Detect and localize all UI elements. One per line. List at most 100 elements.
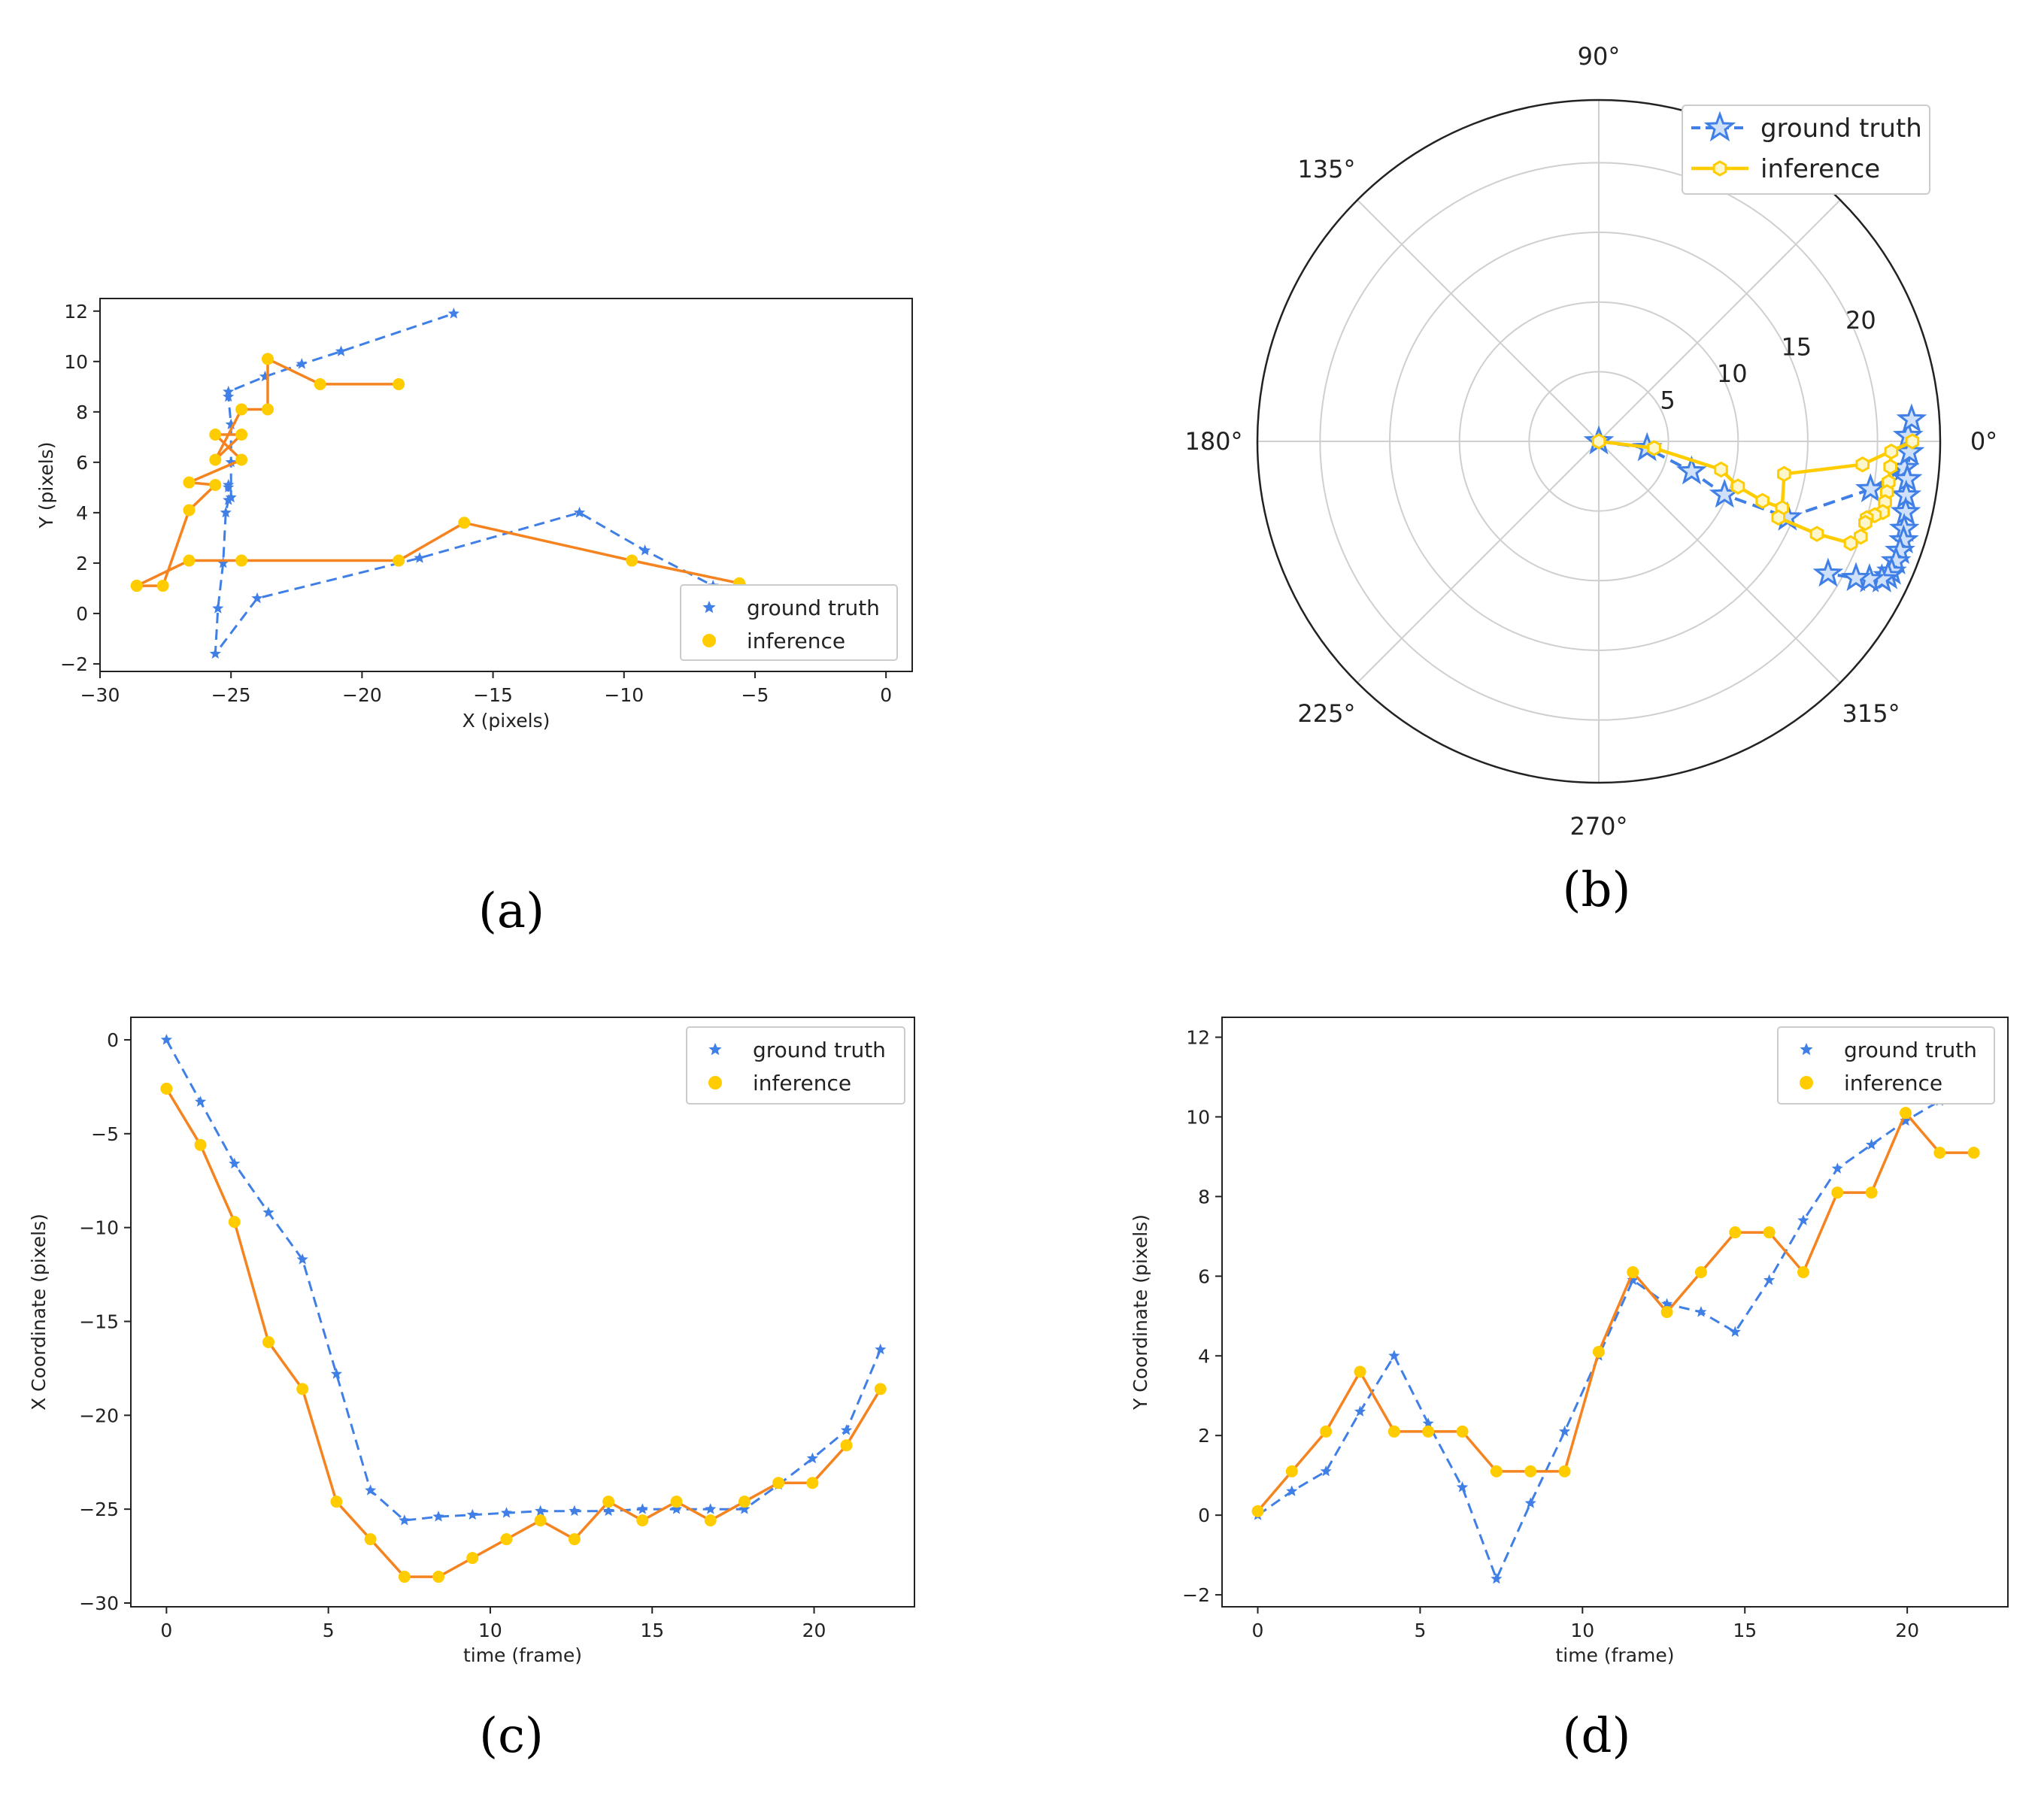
ground-truth-point [414, 552, 426, 563]
ground-truth-point [738, 1503, 751, 1514]
inference-point [626, 554, 638, 567]
ground-truth-point [500, 1507, 513, 1518]
inference-point [209, 479, 222, 491]
ground-truth-point [1763, 1274, 1776, 1286]
inference-point [874, 1383, 887, 1396]
inference-point [1883, 459, 1897, 475]
ground-truth-point [1286, 1485, 1298, 1496]
y-tick-label: −2 [1182, 1584, 1210, 1606]
panel-c: 0 5 10 15 20 0 −5 −10 −15 −20 −25 −30 time (frame) X … [28, 1017, 915, 1764]
y-tick-label: 2 [76, 553, 88, 574]
ground-truth-point [1422, 1417, 1434, 1429]
ground-truth-point [639, 544, 651, 556]
ground-truth-point [225, 456, 237, 468]
inference-point [1831, 1186, 1844, 1199]
ground-truth-point [573, 506, 586, 518]
ground-truth-point [1812, 557, 1844, 587]
ground-truth-point [1900, 1114, 1912, 1126]
inference-point [398, 1571, 411, 1583]
ground-truth-point [670, 1503, 683, 1514]
y-tick-label: 10 [1186, 1106, 1210, 1128]
y-tick-label: −20 [79, 1405, 119, 1426]
inference-point [1797, 1266, 1809, 1279]
x-tick-label: 5 [323, 1620, 335, 1641]
inference-point [1777, 465, 1791, 483]
x-tick-label: −20 [342, 684, 382, 706]
ground-truth-point [296, 1253, 308, 1265]
inference-point [1558, 1465, 1571, 1477]
polar-spoke [1357, 441, 1600, 683]
polar-radius-label: 10 [1717, 359, 1748, 388]
x-tick-label: 0 [880, 684, 892, 706]
inference-point [261, 353, 274, 365]
inference-point [296, 1383, 309, 1396]
plot-frame [1221, 1017, 2009, 1608]
ground-truth-point [335, 345, 347, 356]
legend-inference-marker [1800, 1076, 1813, 1089]
y-tick-label: 8 [76, 402, 88, 423]
ground-truth-point [223, 479, 235, 490]
inference-point [500, 1533, 513, 1546]
polar-angle-label: 270° [1569, 812, 1627, 841]
legend-inference-label: inference [1760, 154, 1880, 184]
inference-point [130, 580, 143, 592]
legend: ground truth inference [1777, 1026, 1995, 1105]
ground-truth-point [330, 1368, 342, 1379]
ground-truth-point [1676, 455, 1707, 485]
inference-point [458, 517, 471, 529]
inference-point [1456, 1425, 1469, 1438]
x-axis-label: X (pixels) [462, 710, 550, 732]
x-tick-label: 5 [1414, 1620, 1426, 1641]
ground-truth-point [225, 418, 237, 429]
x-tick-label: 20 [1895, 1620, 1919, 1641]
polar-angle-label: 90° [1578, 42, 1621, 71]
x-tick-label: 15 [640, 1620, 664, 1641]
ground-truth-point [636, 1503, 648, 1514]
plot-frame [99, 298, 913, 672]
y-tick-label: 6 [1198, 1265, 1210, 1287]
inference-point [1865, 1186, 1878, 1199]
inference-line [1257, 1110, 1974, 1513]
ground-truth-point [399, 1514, 411, 1526]
inference-point [1729, 1226, 1742, 1239]
inference-line [1598, 439, 1913, 545]
panel-b: 0°45°90°135°180°225°270°315°5101520groun… [1184, 42, 1997, 918]
x-tick-label: 0 [1252, 1620, 1264, 1641]
y-tick-label: 12 [1186, 1026, 1210, 1048]
legend-ground-truth-marker [708, 1043, 722, 1056]
legend: ground truth inference [686, 1026, 905, 1105]
y-tick-label: 0 [107, 1029, 119, 1051]
inference-point [262, 1335, 274, 1348]
y-axis-label: Y (pixels) [35, 442, 57, 529]
x-tick-label: 10 [478, 1620, 502, 1641]
inference-line [136, 356, 819, 610]
inference-point [1967, 1147, 1980, 1159]
legend-ground-truth-label: ground truth [1760, 114, 1922, 144]
inference-point [209, 428, 222, 441]
panel-d: 0 5 10 15 20 −2 0 2 4 6 8 10 12 time (frame) Y Coordin… [1130, 1017, 2009, 1764]
ground-truth-point [1831, 1162, 1843, 1174]
inference-point [1660, 1306, 1673, 1318]
ground-truth-point [875, 1343, 887, 1355]
y-tick-label: −30 [79, 1592, 119, 1614]
ground-truth-point [1840, 562, 1872, 592]
inference-point [840, 1439, 853, 1452]
inference-point [314, 377, 326, 390]
ground-truth-point [535, 1505, 547, 1517]
legend-ground-truth-label: ground truth [1844, 1038, 1977, 1062]
ground-truth-line [1257, 1041, 1976, 1582]
polar-angle-label: 180° [1184, 427, 1242, 456]
ground-truth-point [1559, 1425, 1571, 1437]
legend-inference-label: inference [753, 1071, 851, 1095]
legend-inference-label: inference [747, 629, 845, 653]
legend-inference-marker [1712, 160, 1727, 177]
y-tick-label: −25 [79, 1499, 119, 1520]
ground-truth-point [1855, 473, 1886, 503]
inference-point [1354, 1365, 1366, 1378]
inference-point [393, 377, 405, 390]
legend-box [1682, 105, 1930, 195]
inference-point [636, 1514, 649, 1527]
inference-point [1524, 1465, 1537, 1477]
inference-point [261, 403, 274, 416]
ground-truth-point [296, 358, 308, 369]
